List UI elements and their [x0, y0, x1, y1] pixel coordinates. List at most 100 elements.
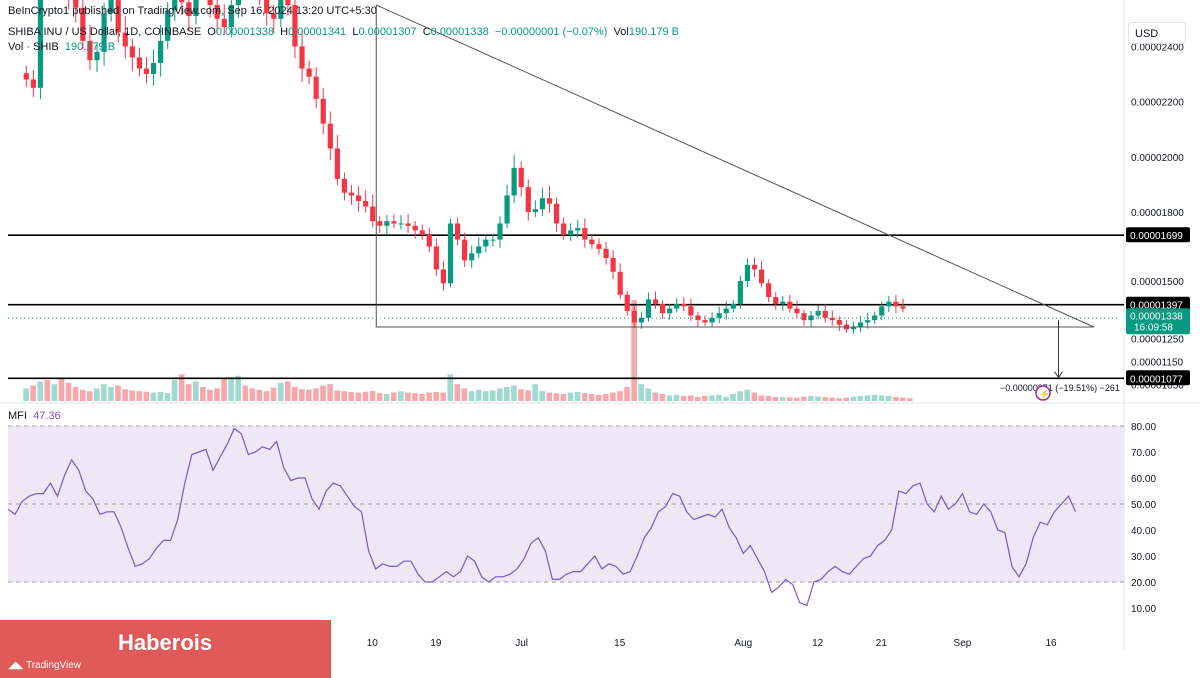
high-label: H: [280, 26, 289, 38]
volume-series-label: Vol · SHIB: [8, 41, 59, 53]
candle-body: [165, 10, 171, 41]
candle-body: [115, 0, 121, 33]
volume-bar: [94, 388, 100, 401]
volume-bar: [659, 394, 666, 401]
mfi-tick-label: 60.00: [1131, 474, 1156, 485]
candle-body: [815, 310, 821, 316]
volume-bar: [899, 397, 906, 401]
volume-bar: [412, 393, 418, 401]
candle-body: [674, 304, 680, 309]
volume-bar: [214, 388, 220, 401]
volume-bar: [836, 398, 842, 401]
candle-body: [610, 258, 616, 272]
candle-body: [872, 315, 878, 321]
candle-body: [419, 230, 425, 235]
volume-bar: [433, 392, 439, 401]
x-tick-label: 19: [430, 638, 442, 649]
volume-bar: [164, 393, 171, 401]
volume-bar: [744, 389, 751, 401]
price-tick-label: 0.00001250: [1131, 335, 1184, 346]
x-tick-label: 16: [1045, 638, 1057, 649]
volume-bar: [595, 394, 602, 401]
candle-body: [158, 40, 164, 63]
volume-bar: [30, 385, 36, 401]
volume-bar: [341, 391, 348, 401]
last-price-tag: [1126, 308, 1190, 335]
volume-bar: [263, 391, 270, 401]
x-tick-label: 10: [367, 638, 379, 649]
candle-body: [582, 228, 588, 240]
volume-bar: [617, 391, 623, 401]
candle-body: [525, 187, 531, 212]
candle-body: [412, 225, 418, 231]
volume-bar: [772, 396, 779, 401]
mfi-label: MFI: [8, 410, 27, 422]
volume-bar: [129, 390, 135, 401]
candle-body: [829, 317, 835, 321]
volume-bar: [631, 300, 637, 401]
ohlc-row: SHIBA INU / US Dollar, 1D, COINBASE O0.0…: [8, 26, 679, 38]
candle-body: [348, 192, 355, 196]
price-tick-label: 0.00001050: [1131, 381, 1184, 392]
candle-body: [511, 167, 517, 196]
volume-bar: [51, 384, 58, 401]
candle-body: [808, 315, 814, 321]
candle-body: [391, 221, 397, 224]
volume-bar: [37, 381, 44, 401]
candle-body: [377, 221, 383, 226]
candle-body: [327, 123, 333, 149]
volume-bar: [171, 380, 178, 401]
currency-button[interactable]: USD: [1128, 22, 1186, 44]
candle-body: [504, 195, 510, 224]
candle-body: [490, 239, 496, 241]
candle-body: [101, 13, 107, 52]
volume-bar: [150, 392, 157, 401]
candle-body: [454, 223, 461, 240]
volume-bar: [242, 385, 249, 401]
volume-bar: [687, 395, 694, 401]
volume-bar: [808, 395, 814, 401]
volume-bar: [334, 390, 340, 401]
candle-body: [469, 253, 475, 261]
candle-body: [73, 0, 79, 8]
price-tick-label: 0.00002000: [1131, 153, 1184, 164]
candle-body: [462, 239, 468, 261]
volume-bar: [779, 397, 786, 401]
volume-bar: [610, 392, 616, 401]
candle-body: [299, 46, 305, 69]
volume-bar: [115, 385, 121, 401]
lightning-icon: [1035, 385, 1051, 401]
volume-bar: [178, 374, 185, 401]
candle-body: [631, 310, 637, 323]
price-tick-label: 0.00001500: [1131, 277, 1184, 288]
volume-bar: [843, 397, 850, 401]
volume-bar: [553, 393, 560, 401]
candle-body: [363, 200, 369, 207]
volume-bar: [468, 391, 475, 401]
candle-body: [737, 281, 743, 304]
volume-bar: [638, 384, 644, 401]
candle-body: [766, 283, 772, 298]
volume-bar: [801, 396, 807, 401]
close-value: 0.00001338: [430, 26, 489, 38]
volume-bar: [157, 392, 164, 401]
volume-bar: [907, 398, 913, 401]
candle-body: [186, 2, 192, 17]
volume-bar: [709, 395, 715, 401]
level-price-tag: [1126, 227, 1190, 243]
candle-body: [355, 195, 362, 201]
candle-body: [214, 5, 220, 19]
candle-body: [546, 198, 553, 204]
candle-body: [702, 320, 708, 323]
volume-bar: [560, 394, 567, 401]
volume-bar: [885, 395, 892, 401]
candle-body: [744, 264, 751, 281]
volume-bar: [857, 395, 864, 401]
volume-bar: [362, 391, 369, 401]
volume-bar: [751, 392, 758, 401]
candle-body: [575, 228, 581, 231]
candle-body: [688, 306, 694, 316]
volume-bar: [348, 392, 355, 401]
level-price-label: 0.00001699: [1130, 231, 1183, 242]
